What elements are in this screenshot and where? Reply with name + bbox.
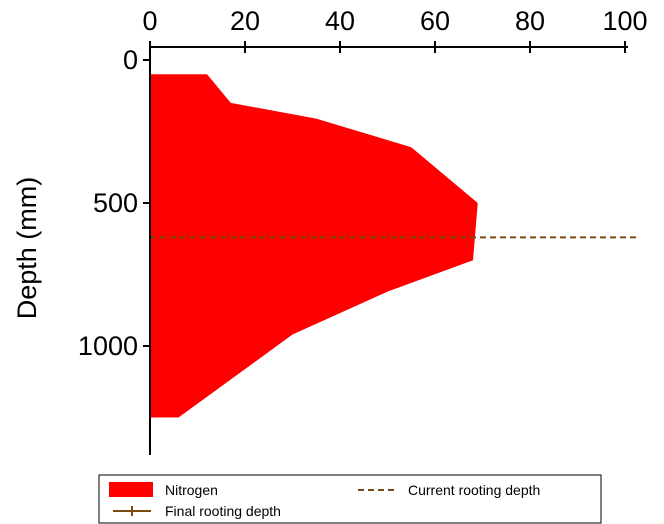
nitrogen-area	[150, 74, 478, 418]
legend-label-current-rooting-depth: Current rooting depth	[408, 482, 540, 498]
x-tick-label: 60	[420, 6, 450, 36]
y-axis-ticks: 0 500 1000	[78, 45, 150, 361]
legend: Nitrogen Current rooting depth Final roo…	[98, 474, 602, 524]
x-tick-label: 80	[515, 6, 545, 36]
x-axis-ticks: 0 20 40 60 80 100	[142, 6, 648, 53]
y-axis-title: Depth (mm)	[12, 177, 42, 320]
legend-swatch-nitrogen	[109, 482, 153, 497]
y-tick-label: 500	[93, 188, 138, 218]
legend-label-final-rooting-depth: Final rooting depth	[165, 503, 281, 519]
y-tick-label: 0	[123, 45, 138, 75]
plot-area: 0 20 40 60 80 100 0 500 1000	[78, 6, 648, 455]
legend-box	[98, 474, 602, 524]
x-tick-label: 40	[325, 6, 355, 36]
x-tick-label: 0	[142, 6, 157, 36]
y-tick-label: 1000	[78, 331, 138, 361]
x-tick-label: 100	[602, 6, 647, 36]
x-tick-label: 20	[230, 6, 260, 36]
legend-label-nitrogen: Nitrogen	[165, 482, 218, 498]
